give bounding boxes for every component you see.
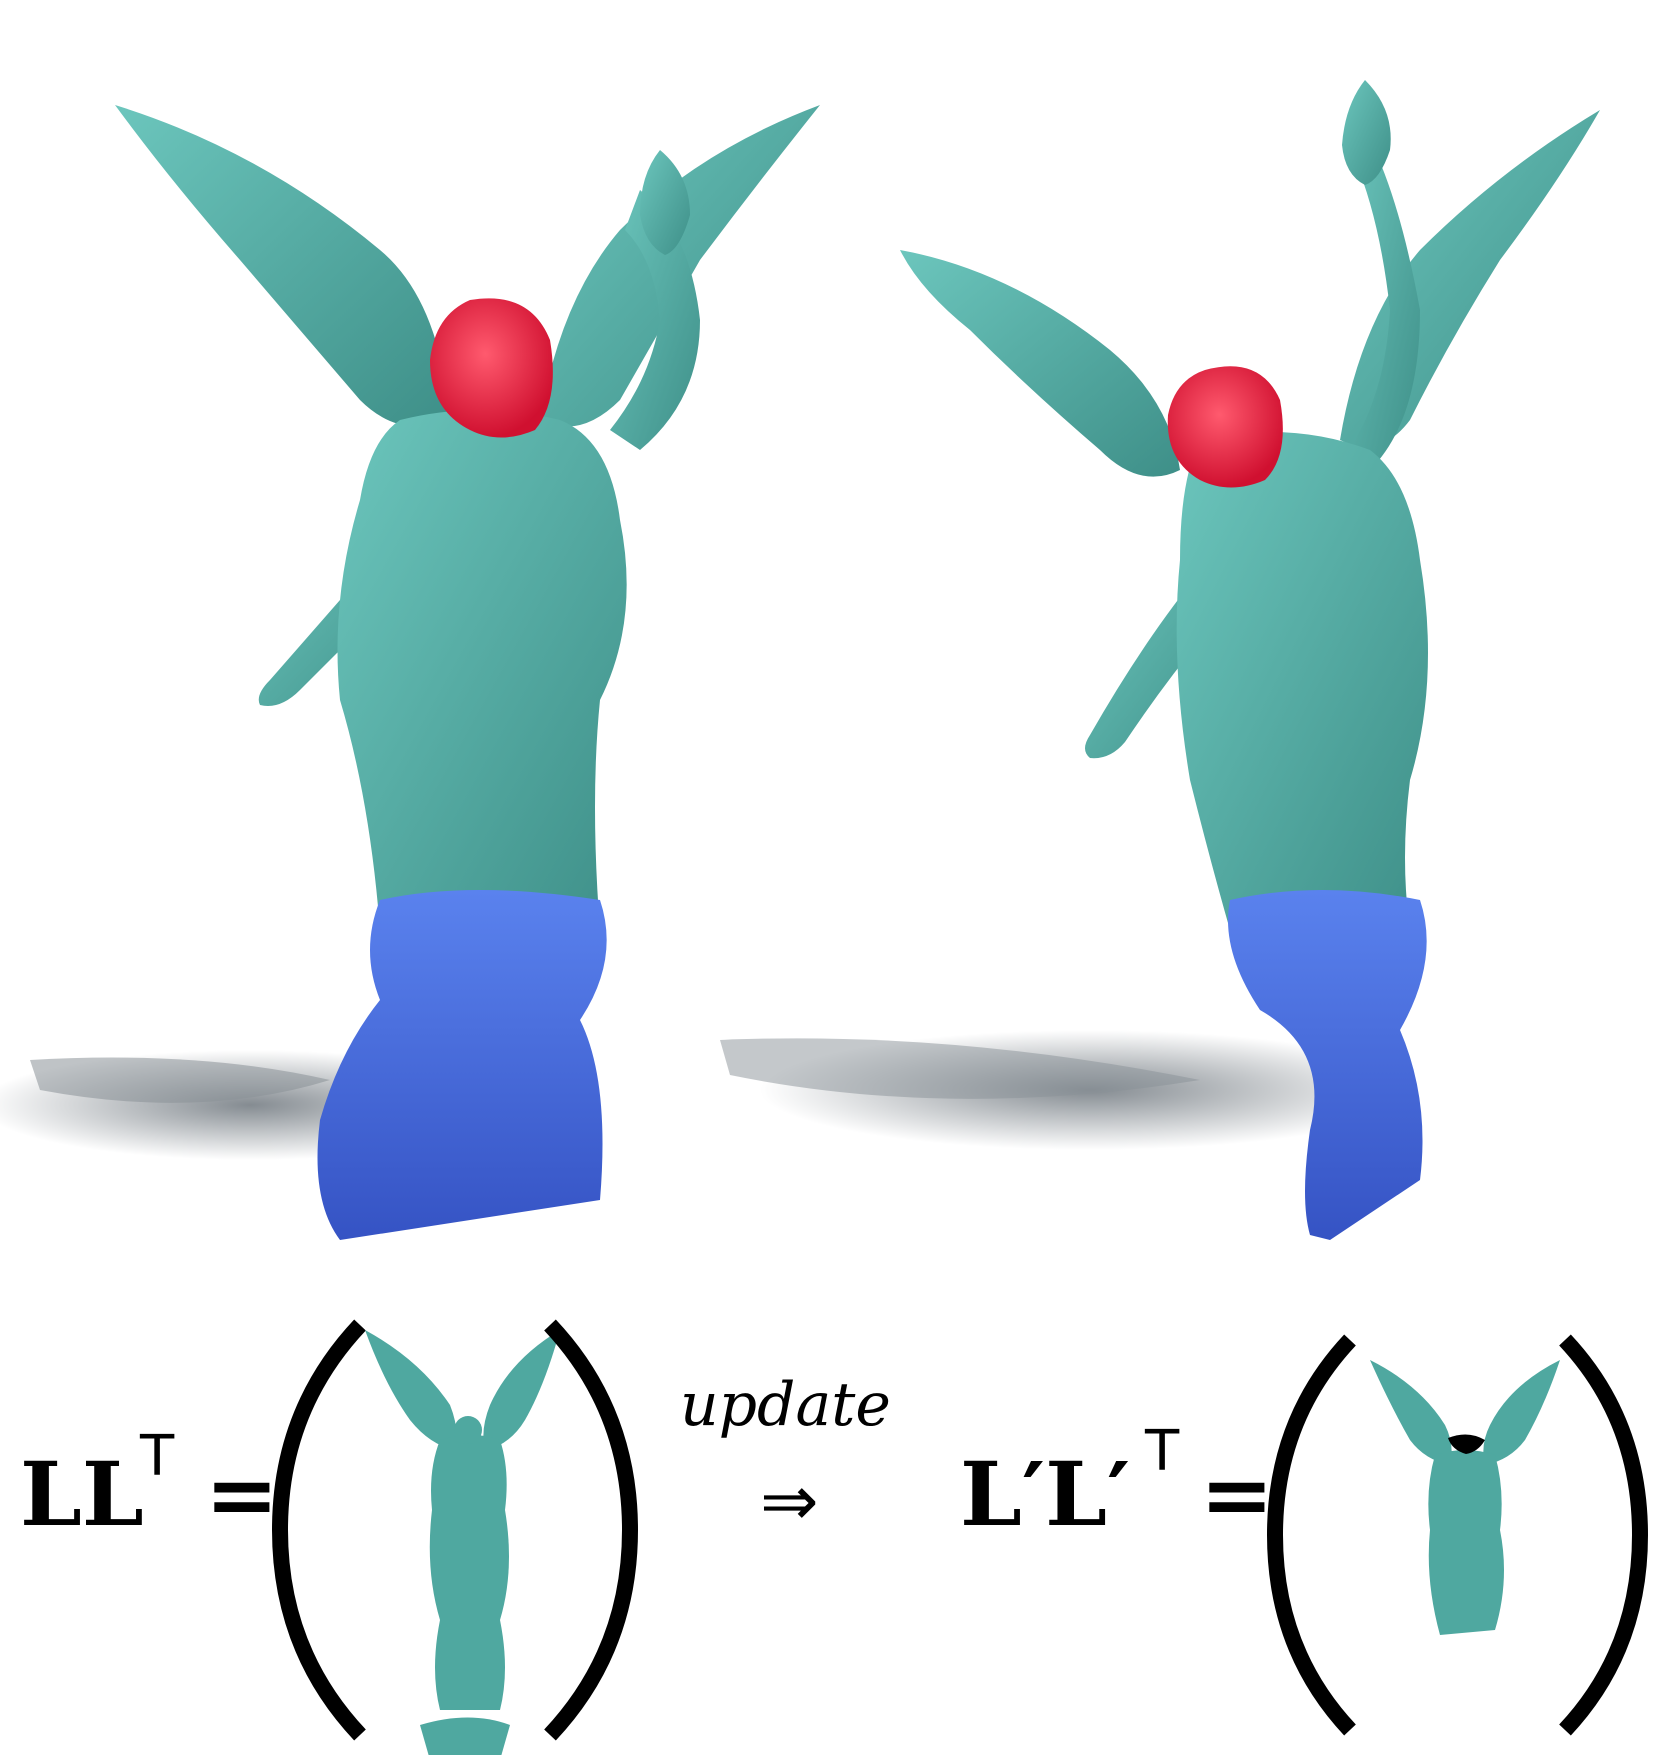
right-statue-shadow-streak: [720, 1038, 1200, 1099]
right-statue-robe: [1176, 432, 1428, 930]
left-statue-base: [317, 890, 607, 1240]
right-statue-torch: [1342, 80, 1391, 185]
lhs-matrix-label: LL: [20, 1442, 144, 1546]
left-statue-torch: [640, 150, 690, 255]
implies-arrow: ⇒: [760, 1460, 819, 1542]
rhs-equals-sign: =: [1200, 1442, 1274, 1546]
left-statue-raised-arm: [610, 190, 700, 450]
right-statue-left-wing: [900, 250, 1180, 477]
right-matrix-statue-thumbnail: [1370, 1360, 1560, 1635]
left-open-paren: [271, 1319, 366, 1741]
rhs-transpose-sup: T: [1144, 1419, 1180, 1484]
left-statue: [0, 105, 820, 1240]
update-label: update: [680, 1370, 891, 1440]
left-statue-shadow-streak: [30, 1057, 330, 1103]
right-close-paren: [1559, 1334, 1649, 1736]
right-statue-head: [1167, 366, 1283, 488]
lhs-equals-sign: =: [205, 1442, 279, 1546]
left-close-paren: [544, 1319, 639, 1741]
right-statue-raised-arm: [1345, 140, 1420, 470]
update-equation: LL T = update ⇒ L′L′ T =: [20, 1319, 1649, 1755]
right-statue-base: [1228, 890, 1427, 1240]
right-open-paren: [1266, 1334, 1356, 1736]
left-statue-robe: [337, 410, 627, 930]
statue-figure: [0, 80, 1600, 1240]
left-statue-left-wing: [115, 105, 450, 427]
left-statue-head: [430, 298, 553, 438]
lhs-transpose-sup: T: [139, 1424, 175, 1489]
rhs-matrix-label: L′L′: [960, 1442, 1130, 1546]
right-statue: [720, 80, 1600, 1240]
left-matrix-statue-thumbnail: [365, 1330, 560, 1755]
